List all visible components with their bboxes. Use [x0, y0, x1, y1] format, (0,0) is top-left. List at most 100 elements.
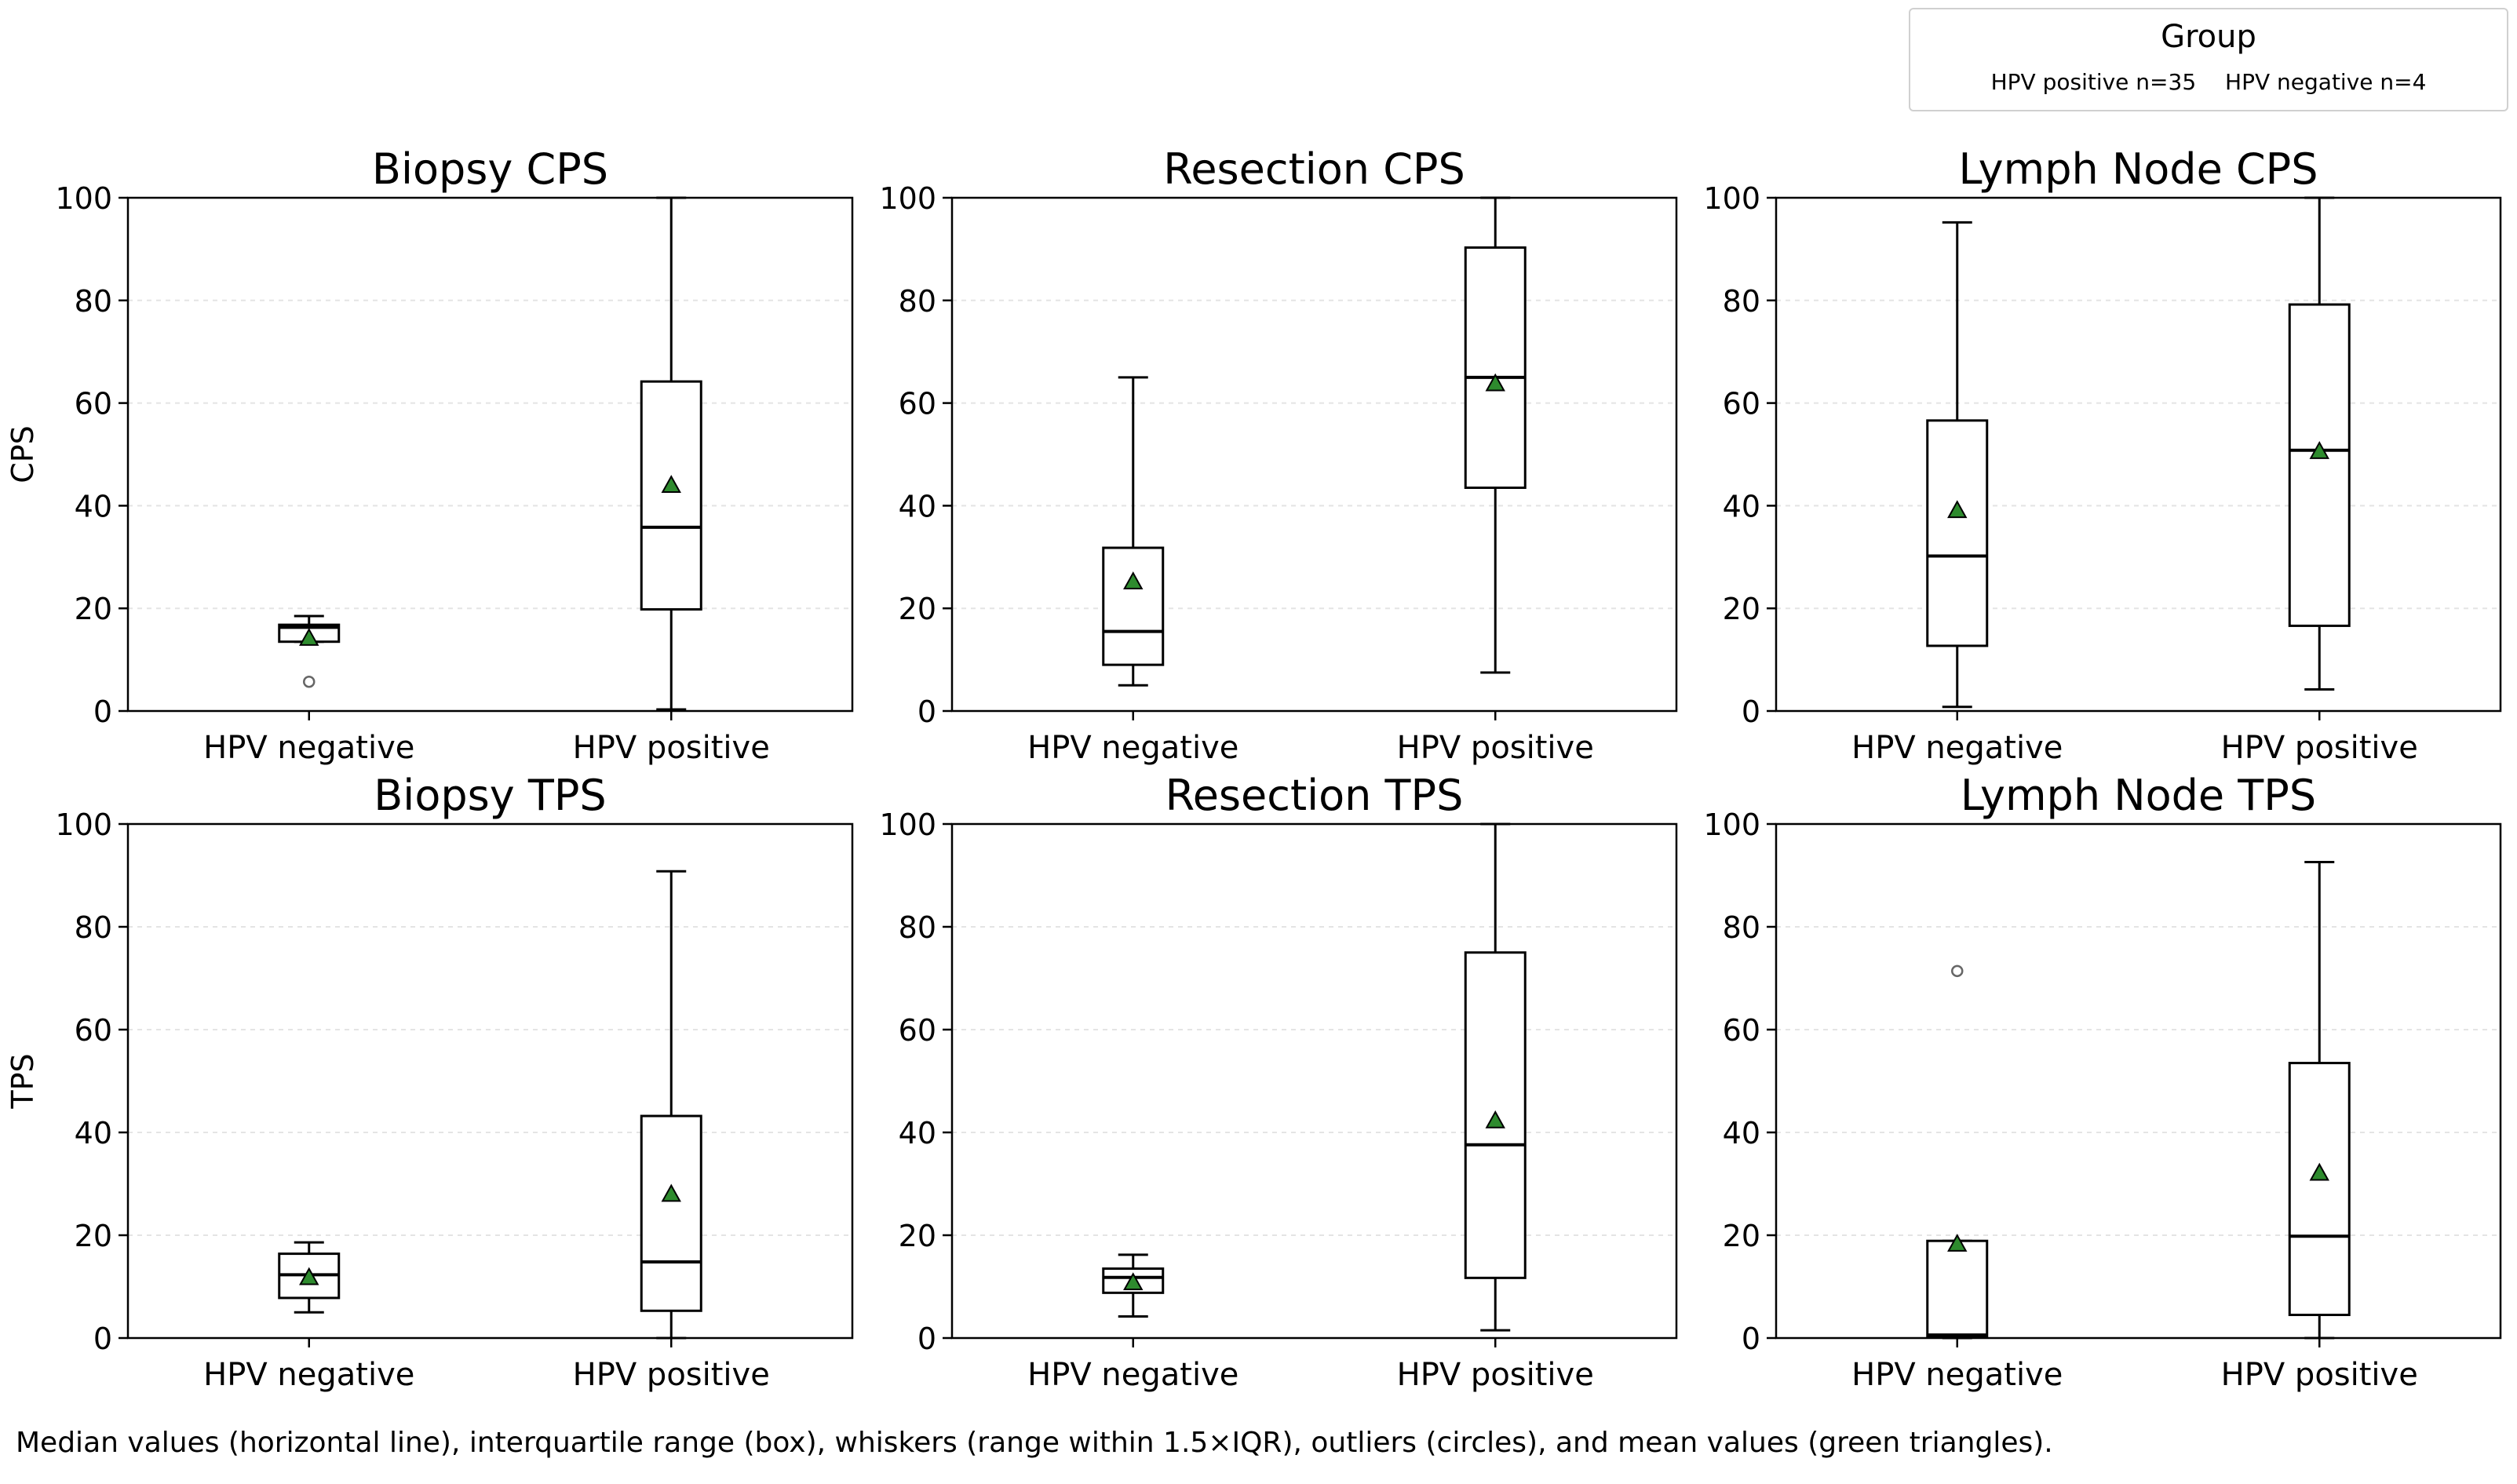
- outlier-point: [1951, 964, 1964, 978]
- y-tick-label: 80: [899, 910, 936, 945]
- outlier-point: [303, 675, 316, 688]
- x-tick-label: HPV negative: [1027, 1357, 1238, 1393]
- x-tick-label: HPV positive: [2221, 1357, 2418, 1393]
- subplot-lymph-node-cps: 0 20 40 60 80 100 HPV negative HPV positive Lymp…: [1703, 144, 2502, 766]
- y-tick-label: 60: [899, 1013, 936, 1048]
- plot-frame: [950, 196, 1678, 713]
- iqr-box: [1926, 1239, 1989, 1339]
- y-tick-label: 40: [899, 489, 936, 523]
- y-tick-label: 60: [75, 1013, 112, 1048]
- y-tick-label: 60: [899, 387, 936, 421]
- mean-marker: [1123, 571, 1144, 589]
- x-tick-label: HPV positive: [573, 1357, 770, 1393]
- iqr-box: [1464, 246, 1527, 490]
- y-tick-label: 80: [75, 910, 112, 945]
- box-hpv-positive: [2288, 860, 2351, 1340]
- iqr-box: [640, 1114, 702, 1312]
- legend: Group HPV positive n=35 HPV negative n=4: [1909, 8, 2508, 111]
- box-hpv-negative: [1926, 964, 1989, 1340]
- mean-marker: [1947, 1234, 1968, 1252]
- y-tick-label: 40: [75, 1116, 112, 1150]
- y-tick-label: 40: [899, 1116, 936, 1150]
- y-tick-label: 0: [1742, 1322, 1760, 1356]
- iqr-box: [1102, 546, 1165, 666]
- y-tick-label: 0: [917, 695, 936, 729]
- y-tick-label: 40: [1723, 1116, 1760, 1150]
- mean-marker: [299, 628, 319, 646]
- subplot-title: Lymph Node TPS: [1961, 771, 2316, 820]
- y-tick-label: 100: [1703, 181, 1760, 216]
- plot-frame: [950, 822, 1678, 1340]
- mean-marker: [1123, 1272, 1144, 1291]
- plot-frame: [126, 822, 854, 1340]
- mean-marker: [2309, 1162, 2329, 1181]
- box-hpv-positive: [2288, 196, 2351, 691]
- y-axis-label: TPS: [5, 1053, 40, 1109]
- iqr-box: [640, 380, 702, 611]
- y-tick-label: 20: [75, 1219, 112, 1253]
- mean-marker: [1485, 373, 1505, 392]
- y-tick-label: 80: [1723, 910, 1760, 945]
- iqr-box: [2288, 1062, 2351, 1317]
- y-tick-label: 100: [879, 808, 936, 842]
- x-tick-label: HPV negative: [1851, 1357, 2063, 1393]
- subplot-title: Lymph Node CPS: [1959, 144, 2318, 194]
- box-hpv-negative: [1102, 376, 1165, 687]
- box-hpv-negative: [278, 1241, 341, 1314]
- y-tick-label: 60: [1723, 387, 1760, 421]
- box-hpv-positive: [640, 196, 702, 711]
- subplot-title: Resection TPS: [1165, 771, 1464, 820]
- x-tick-label: HPV negative: [1027, 730, 1238, 766]
- legend-entries: HPV positive n=35 HPV negative n=4: [1910, 69, 2507, 95]
- mean-marker: [299, 1267, 319, 1285]
- y-tick-label: 80: [899, 284, 936, 319]
- iqr-box: [1926, 419, 1989, 647]
- x-tick-label: HPV positive: [573, 730, 770, 766]
- box-hpv-positive: [640, 870, 702, 1340]
- mean-marker: [1485, 1110, 1505, 1128]
- box-hpv-negative: [278, 614, 341, 688]
- y-tick-label: 100: [55, 181, 112, 216]
- y-tick-label: 80: [75, 284, 112, 319]
- y-tick-label: 100: [55, 808, 112, 842]
- subplot-resection-tps: 0 20 40 60 80 100 HPV negative HPV positive Rese…: [879, 771, 1678, 1393]
- x-tick-label: HPV positive: [1397, 730, 1594, 766]
- iqr-box: [2288, 303, 2351, 627]
- y-tick-label: 60: [75, 387, 112, 421]
- plot-frame: [1775, 822, 2502, 1340]
- subplot-biopsy-tps: 0 20 40 60 80 100 HPV negative HPV positive Biop…: [5, 771, 854, 1393]
- y-tick-label: 0: [93, 1322, 112, 1356]
- y-tick-label: 100: [879, 181, 936, 216]
- subplot-title: Biopsy TPS: [374, 771, 606, 820]
- subplot-resection-cps: 0 20 40 60 80 100 HPV negative HPV positive Rese…: [879, 144, 1678, 766]
- box-hpv-positive: [1464, 196, 1527, 674]
- box-hpv-negative: [1102, 1253, 1165, 1318]
- plot-frame: [1775, 196, 2502, 713]
- plot-frame: [126, 196, 854, 713]
- y-tick-label: 20: [1723, 592, 1760, 626]
- legend-entry-hpv-negative: HPV negative n=4: [2225, 69, 2427, 95]
- y-axis-label: CPS: [5, 425, 40, 483]
- subplot-title: Resection CPS: [1163, 144, 1465, 194]
- y-tick-label: 0: [917, 1322, 936, 1356]
- y-tick-label: 60: [1723, 1013, 1760, 1048]
- legend-entry-hpv-positive: HPV positive n=35: [1990, 69, 2197, 95]
- mean-marker: [2309, 441, 2329, 459]
- legend-title: Group: [2161, 19, 2256, 55]
- mean-marker: [661, 475, 681, 494]
- x-tick-label: HPV positive: [2221, 730, 2418, 766]
- y-tick-label: 20: [899, 592, 936, 626]
- x-tick-label: HPV negative: [1851, 730, 2063, 766]
- x-tick-label: HPV positive: [1397, 1357, 1594, 1393]
- box-hpv-negative: [1926, 221, 1989, 709]
- y-tick-label: 0: [93, 695, 112, 729]
- mean-marker: [661, 1183, 681, 1202]
- y-tick-label: 20: [75, 592, 112, 626]
- y-tick-label: 20: [899, 1219, 936, 1253]
- x-tick-label: HPV negative: [203, 1357, 414, 1393]
- subplot-biopsy-cps: 0 20 40 60 80 100 HPV negative HPV positive Biop…: [5, 144, 854, 766]
- y-tick-label: 0: [1742, 695, 1760, 729]
- subplot-lymph-node-tps: 0 20 40 60 80 100 HPV negative HPV positive Lymp…: [1703, 771, 2502, 1393]
- subplot-title: Biopsy CPS: [372, 144, 608, 194]
- y-tick-label: 40: [1723, 489, 1760, 523]
